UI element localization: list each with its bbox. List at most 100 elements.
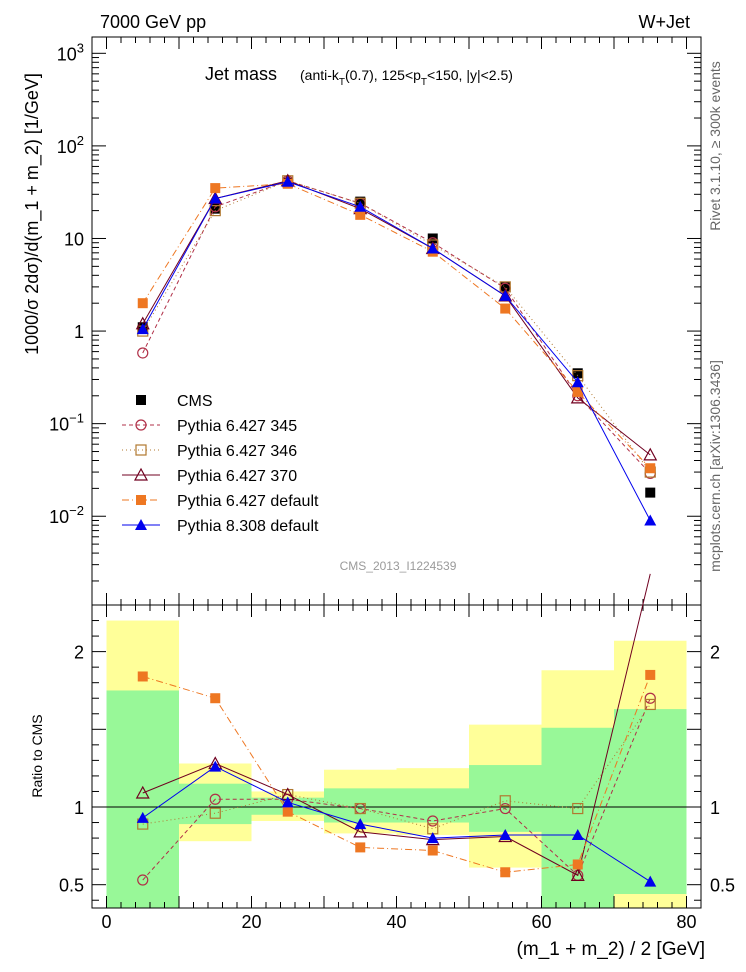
- ratio-point-pythia-6-427-370-0: [135, 785, 150, 799]
- ratio-point-pythia-6-427-default-5: [500, 867, 511, 878]
- legend-label-pythia-6-427-370: Pythia 6.427 370: [177, 468, 297, 485]
- ratio-point-pythia-6-427-default-6: [572, 859, 583, 870]
- legend-marker-pythia-6-427-346: [135, 444, 147, 456]
- point-cms-1: [210, 203, 221, 214]
- point-cms-5: [500, 281, 511, 292]
- mcplots-label: mcplots.cern.ch [arXiv:1306.3436]: [707, 360, 723, 572]
- series-line-pythia-6-427-370: [142, 180, 651, 456]
- plot-title-main: Jet mass: [205, 64, 277, 84]
- point-pythia-6-427-345-0: [137, 347, 149, 359]
- x-axis-label: (m_1 + m_2) / 2 [GeV]: [517, 939, 706, 960]
- ratio-point-pythia-6-427-default-0: [137, 671, 148, 682]
- ratio-line-pythia-6-427-370: [142, 573, 651, 877]
- header-left: 7000 GeV pp: [100, 12, 206, 32]
- point-pythia-6-427-default-7: [645, 463, 656, 474]
- point-pythia-6-427-default-0: [137, 298, 148, 309]
- ratio-point-pythia-6-427-370-6: [570, 868, 585, 881]
- band-green-6: [541, 727, 614, 908]
- point-cms-6: [572, 368, 583, 379]
- ratio-point-pythia-8-308-default-0: [136, 811, 149, 823]
- band-green-4: [396, 788, 469, 823]
- x-tick-label: 60: [531, 912, 551, 932]
- ratio-point-pythia-6-427-370-3: [353, 824, 368, 838]
- point-cms-4: [427, 233, 438, 244]
- legend-marker-pythia-8-308-default: [135, 519, 147, 530]
- y-tick-label-ratio: 2: [74, 643, 84, 663]
- x-tick-label: 80: [676, 912, 696, 932]
- band-green-7: [614, 709, 687, 895]
- y-axis-label-ratio: Ratio to CMS: [29, 714, 45, 797]
- ratio-point-pythia-6-427-default-4: [427, 845, 438, 856]
- point-pythia-6-427-default-3: [355, 209, 366, 220]
- ratio-point-pythia-6-427-346-7: [644, 698, 656, 711]
- point-pythia-8-308-default-3: [354, 200, 367, 212]
- point-pythia-6-427-346-1: [209, 205, 221, 217]
- ratio-series: [135, 573, 657, 887]
- x-tick-label: 40: [386, 912, 406, 932]
- point-pythia-6-427-370-7: [643, 447, 658, 461]
- point-pythia-8-308-default-4: [426, 242, 439, 254]
- ratio-point-pythia-6-427-346-5: [499, 795, 511, 807]
- axis-ticks: 10−2 10−1 1 10 102 103 0 20 40 60 80 0.5 0.5 1 1 2 2: [49, 37, 735, 932]
- y-tick-label-ratio: 0.5: [59, 876, 84, 896]
- series-line-pythia-8-308-default: [142, 181, 651, 521]
- ratio-point-pythia-6-427-345-5: [499, 802, 511, 815]
- y-tick-label-main: 1: [74, 322, 84, 342]
- plot-title-cuts: (anti-kT(0.7), 125<pT<150, |y|<2.5): [300, 67, 513, 88]
- y-tick-label-main: 102: [57, 133, 84, 157]
- point-pythia-8-308-default-0: [136, 323, 149, 335]
- analysis-watermark: CMS_2013_I1224539: [340, 559, 457, 573]
- point-pythia-6-427-default-5: [500, 303, 511, 314]
- legend-marker-pythia-6-427-370: [133, 467, 149, 481]
- legend-label-pythia-6-427-346: Pythia 6.427 346: [177, 443, 297, 460]
- legend-label-cms: CMS: [177, 393, 213, 410]
- y-tick-label-main: 10: [64, 229, 84, 249]
- point-pythia-6-427-default-6: [572, 386, 583, 397]
- legend-label-pythia-6-427-345: Pythia 6.427 345: [177, 418, 297, 435]
- ratio-line-pythia-6-427-default: [142, 674, 651, 873]
- y-tick-label-main: 10−2: [49, 503, 84, 527]
- ratio-point-pythia-8-308-default-1: [209, 760, 222, 772]
- y-tick-label-ratio-right: 1: [710, 798, 720, 818]
- ratio-point-pythia-8-308-default-3: [354, 818, 367, 830]
- x-tick-label: 20: [241, 912, 261, 932]
- legend: CMS Pythia 6.427 345 Pythia 6.427 346 Pythi…: [122, 393, 319, 535]
- legend-label-pythia-8-308-default: Pythia 8.308 default: [177, 518, 319, 535]
- ratio-point-pythia-6-427-346-3: [354, 802, 366, 815]
- ratio-point-pythia-8-308-default-6: [571, 828, 584, 840]
- band-green-5: [469, 765, 542, 832]
- ratio-point-pythia-6-427-345-7: [644, 692, 656, 704]
- point-pythia-8-308-default-6: [571, 376, 584, 388]
- point-pythia-8-308-default-1: [209, 192, 222, 204]
- ratio-point-pythia-6-427-346-1: [209, 807, 221, 819]
- point-pythia-8-308-default-7: [644, 514, 657, 526]
- y-tick-label-ratio: 1: [74, 798, 84, 818]
- ratio-point-pythia-8-308-default-7: [644, 875, 657, 887]
- series-line-pythia-6-427-default: [142, 183, 651, 469]
- ratio-point-pythia-6-427-default-2: [282, 806, 293, 817]
- plot-title: Jet mass: [205, 64, 277, 84]
- rivet-label: Rivet 3.1.10, ≥ 300k events: [707, 61, 723, 231]
- point-pythia-6-427-default-1: [210, 183, 221, 194]
- ratio-point-pythia-8-308-default-4: [426, 832, 439, 844]
- ratio-line-pythia-8-308-default: [142, 766, 651, 883]
- ratio-point-pythia-6-427-345-1: [209, 793, 221, 805]
- ratio-line-pythia-6-427-345: [142, 698, 651, 881]
- series-line-pythia-6-427-346: [142, 180, 651, 473]
- point-pythia-8-308-default-5: [499, 289, 512, 301]
- y-tick-label-main: 103: [57, 40, 84, 64]
- main-series: [135, 173, 658, 526]
- point-cms-7: [645, 487, 656, 498]
- ratio-point-pythia-6-427-345-4: [427, 815, 439, 827]
- band-green-3: [324, 788, 397, 823]
- legend-marker-pythia-6-427-345: [135, 419, 147, 431]
- legend-marker-pythia-6-427-default: [136, 495, 146, 505]
- x-tick-label: 0: [101, 912, 111, 932]
- ratio-point-pythia-6-427-default-3: [355, 842, 366, 853]
- ratio-point-pythia-8-308-default-2: [281, 796, 294, 808]
- point-pythia-6-427-370-6: [570, 390, 585, 404]
- ratio-point-pythia-6-427-346-6: [572, 802, 584, 815]
- band-green-0: [106, 690, 179, 908]
- y-tick-label-main: 10−1: [49, 411, 84, 435]
